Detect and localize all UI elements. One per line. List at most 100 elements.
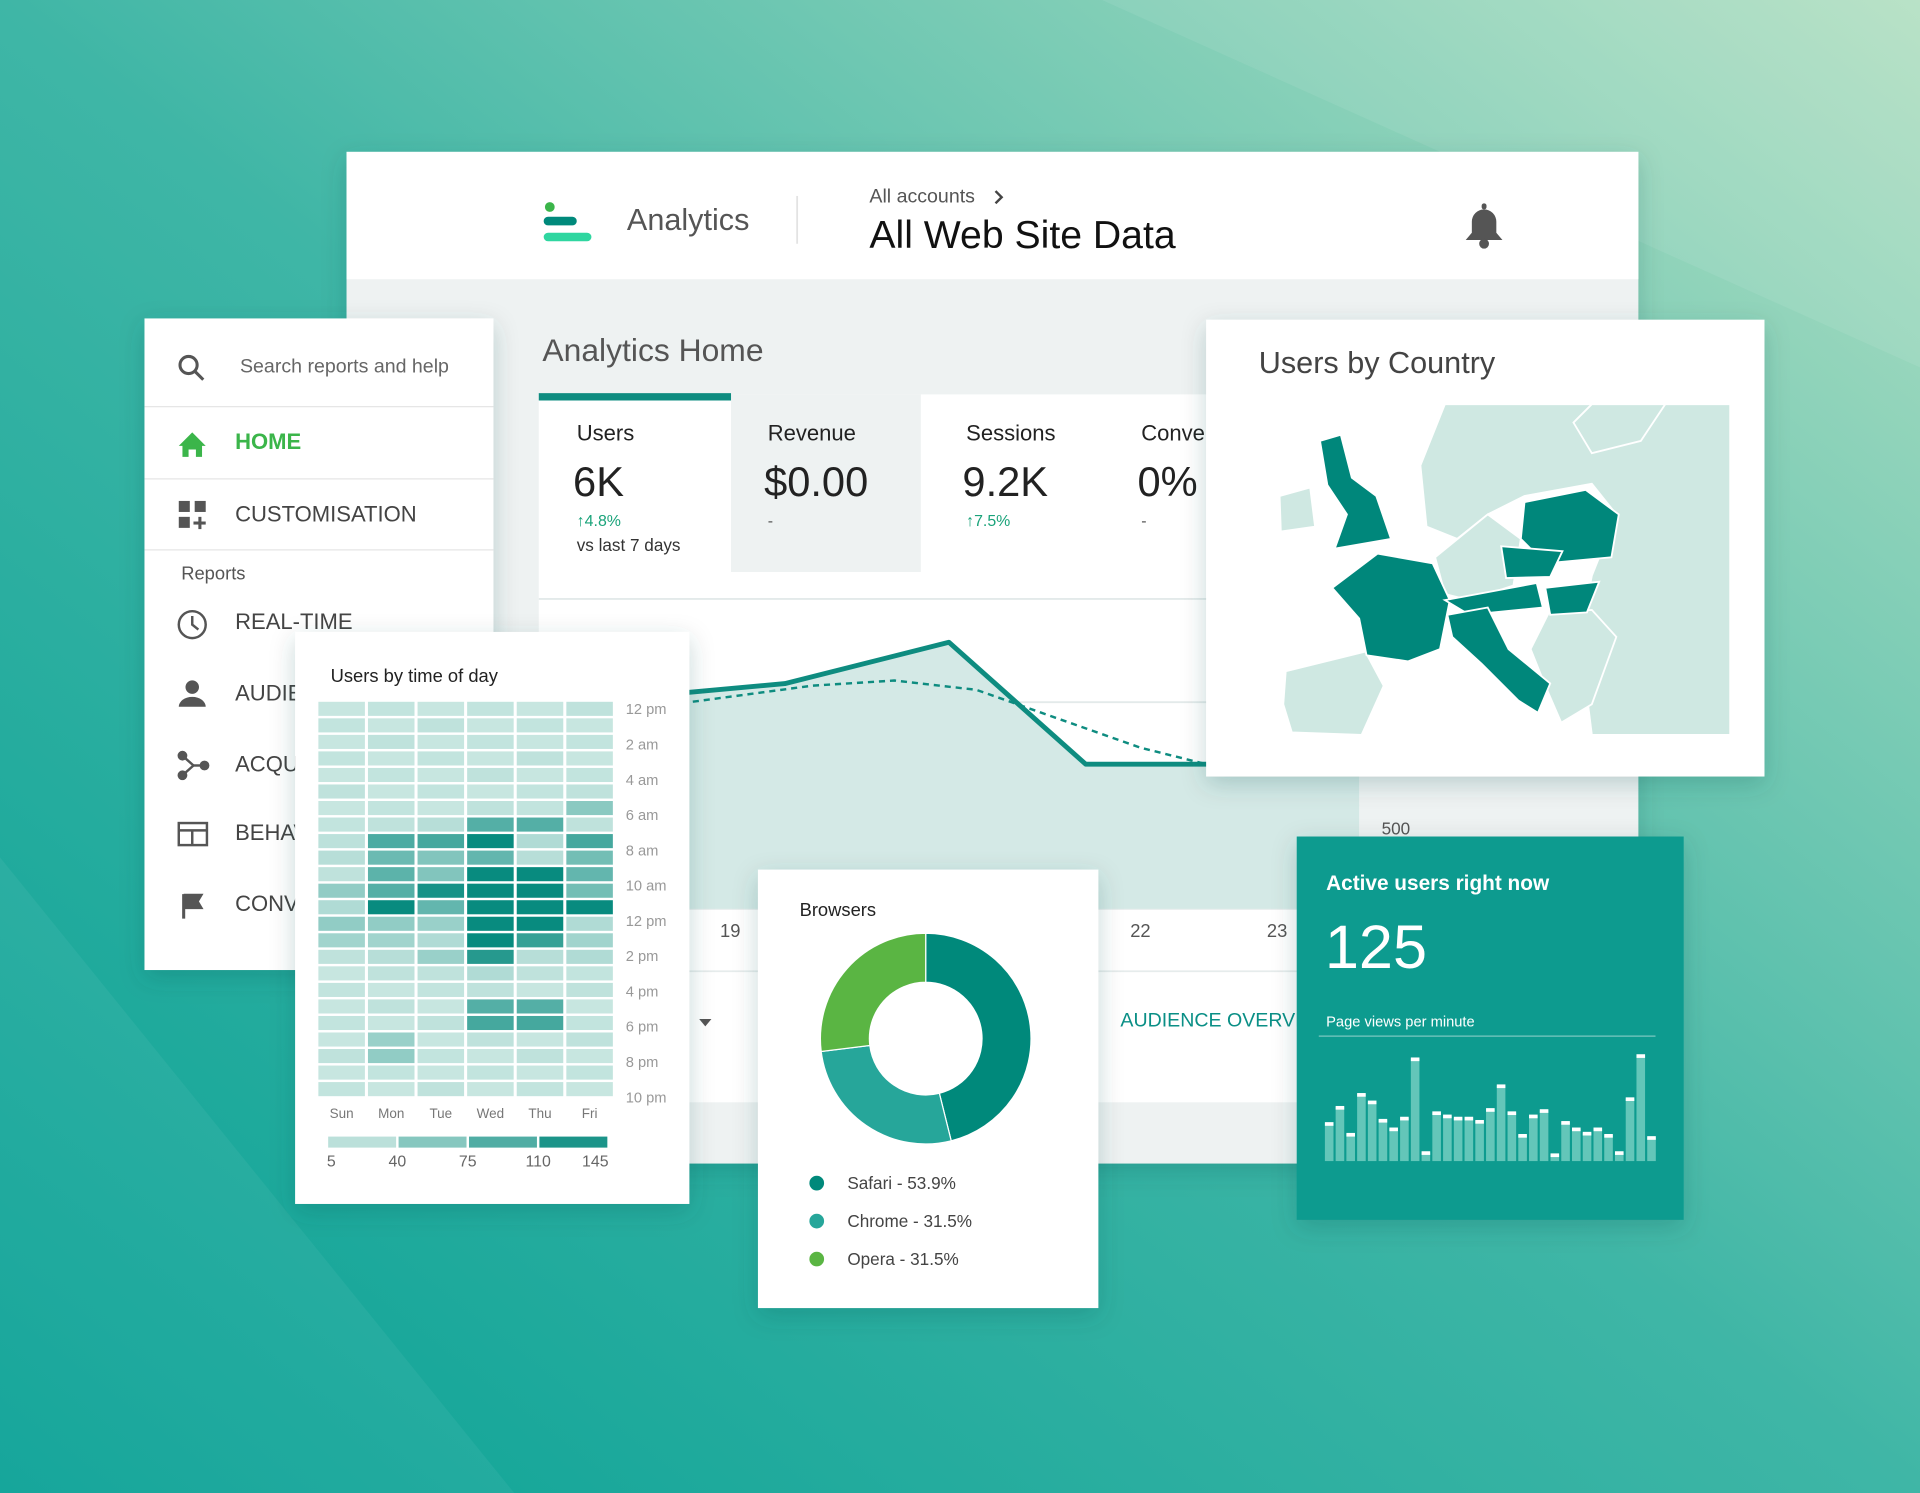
bar-cap [1389,1127,1398,1132]
heat-cell [467,767,514,783]
legend-label: 40 [388,1154,406,1171]
heat-cell [417,900,465,915]
nav-item[interactable]: CONV [235,891,299,916]
heat-cell [516,999,564,1014]
icon-part [178,516,190,528]
bar-cap [1400,1116,1409,1121]
heat-cell [516,949,564,964]
dropdown-caret[interactable] [699,1019,712,1027]
heat-cell [467,817,514,832]
heat-cell [467,701,514,716]
bar [1593,1128,1603,1162]
heat-cell [516,966,564,981]
nav-item[interactable]: HOME [235,429,301,454]
card-title: Active users right now [1326,872,1550,895]
heat-cell [367,966,415,981]
heat-cell [566,1032,613,1047]
heat-cell [417,1082,465,1097]
acquisition-icon [177,750,210,781]
row-label: 6 am [626,808,659,824]
heat-cell [417,1065,465,1080]
bar [1636,1055,1646,1162]
row-label: 12 pm [626,702,667,718]
bar [1335,1107,1345,1162]
bar-cap [1572,1127,1581,1132]
heat-cell [417,1015,465,1031]
heat-cell [318,1015,365,1031]
audience-link[interactable]: AUDIENCE OVERVIE [1120,1010,1313,1032]
row-label: 8 pm [626,1055,659,1071]
bar-cap [1324,1122,1334,1126]
bell-icon[interactable] [1465,203,1503,249]
heat-cell [417,933,465,948]
heat-cell [417,1049,465,1064]
search-icon [178,354,199,376]
bar [1443,1115,1452,1162]
heat-cell [467,751,514,766]
nav-item[interactable]: REAL-TIME [235,609,353,634]
browsers-card: Browsers Safari - 53.9% Chrome - 31.5% Ope… [757,869,1099,1309]
heat-cell [566,850,613,865]
nav-item[interactable]: AUDIE [235,680,302,705]
heat-cell [367,867,415,882]
y-tick-label: 500 [1382,819,1411,839]
bar-cap [1647,1136,1656,1140]
customisation-icon [178,500,206,530]
icon-part [199,760,210,771]
heat-cell [417,982,465,997]
heat-cell [417,701,465,716]
bar [1464,1117,1474,1162]
row-label: 10 am [626,879,667,895]
bar-cap [1464,1116,1474,1121]
column-label: Wed [477,1106,504,1121]
heat-cell [367,751,415,766]
column-label: Mon [378,1106,404,1121]
chevron-icon [994,190,1004,205]
country-highlight [1500,545,1564,580]
heat-cell [417,949,465,964]
search-icon [193,370,205,381]
heat-cell [516,1032,564,1047]
heat-cell [516,1049,564,1064]
behaviour-icon [178,829,207,846]
row-label: 8 am [626,843,659,859]
bar [1432,1112,1441,1162]
metric-change: - [1141,513,1146,530]
bar [1507,1112,1517,1162]
legend-segment [328,1136,397,1148]
heat-cell [467,850,514,865]
metric-note: vs last 7 days [577,535,681,555]
heat-cell [417,784,465,799]
heat-cell [417,883,465,898]
heat-cell [516,1015,564,1031]
heat-cell [318,751,365,766]
heat-cell [367,1049,415,1064]
heat-cell [467,784,514,799]
legend-dot [809,1175,825,1191]
metric-change: ↑4.8% [577,513,621,530]
bar [1367,1101,1377,1162]
heat-cell [367,834,415,849]
bar [1539,1110,1549,1162]
heat-cell [566,867,613,882]
heat-cell [417,751,465,766]
nav-item[interactable]: ACQU [235,751,299,776]
search-input[interactable]: Search reports and help [240,356,449,378]
country-highlight [1330,552,1451,663]
heat-cell [467,949,514,964]
section-title: Analytics Home [542,332,763,368]
heat-cell [516,1065,564,1080]
heat-cell [467,982,514,997]
bar-cap [1550,1153,1560,1158]
audience-icon [185,680,199,694]
heat-cell [367,916,415,931]
heatmap-card: Users by time of day 12 pm 2 am 4 am 6 am 8 … [295,631,690,1204]
bar [1572,1128,1581,1162]
icon-part [194,500,206,512]
breadcrumb[interactable]: All accounts [869,185,975,207]
bar-cap [1367,1100,1377,1105]
bar-cap [1410,1057,1420,1062]
nav-item[interactable]: CUSTOMISATION [235,501,417,526]
bar [1529,1115,1538,1162]
heat-cell [417,867,465,882]
